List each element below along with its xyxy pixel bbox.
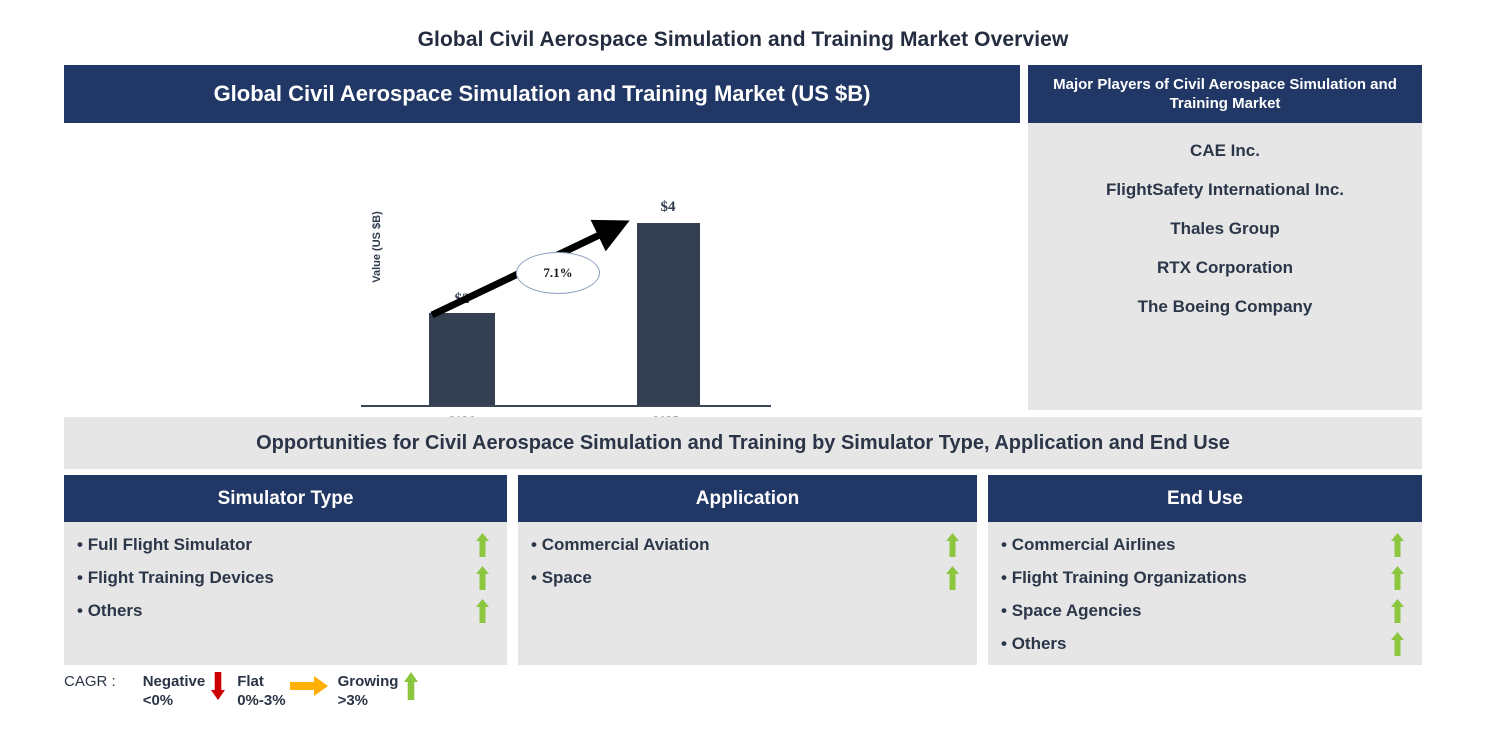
growing-arrow-icon: [476, 533, 489, 557]
cagr-legend-negative-name: Negative: [142, 673, 206, 690]
column-body: Full Flight Simulator Flight Training De…: [64, 522, 507, 665]
up-arrow-icon: [404, 672, 419, 700]
cagr-legend-label: CAGR :: [64, 673, 116, 690]
growing-arrow-icon: [476, 566, 489, 590]
list-item: Space: [518, 564, 977, 597]
list-item-label: Commercial Aviation: [531, 531, 710, 558]
cagr-legend-item-growing: Growing >3%: [338, 672, 425, 712]
cagr-legend-item-flat: Flat 0%-3%: [237, 672, 331, 712]
list-item: Thales Group: [1170, 219, 1280, 238]
cagr-legend: CAGR : Negative <0% Flat 0%-3% Growing >…: [64, 672, 764, 720]
major-players-list: CAE Inc. FlightSafety International Inc.…: [1028, 123, 1422, 327]
page-title: Global Civil Aerospace Simulation and Tr…: [417, 28, 1069, 51]
cagr-legend-flat-text: Flat 0%-3%: [237, 672, 285, 710]
opportunity-column-application: Application Commercial Aviation Space: [518, 475, 977, 665]
cagr-legend-growing-name: Growing: [337, 673, 399, 690]
list-item: Flight Training Devices: [64, 564, 507, 597]
growing-arrow-icon: [1391, 533, 1404, 557]
growing-arrow-icon: [1391, 566, 1404, 590]
list-item-label: Flight Training Devices: [77, 564, 274, 591]
market-chart-body: Value (US $B) $2 $4 2026 2035 7.1% Sourc…: [64, 123, 1020, 463]
list-item-label: Space: [531, 564, 592, 591]
list-item: The Boeing Company: [1137, 297, 1313, 316]
column-header: End Use: [988, 475, 1422, 522]
list-item-label: Flight Training Organizations: [1001, 564, 1247, 591]
list-item: Full Flight Simulator: [64, 531, 507, 564]
list-item: Others: [988, 630, 1422, 663]
right-arrow-icon: [289, 676, 328, 696]
flat-arrow-icon-wrap: [286, 672, 332, 712]
chart-bar-2026: [429, 313, 495, 405]
column-body: Commercial Airlines Flight Training Orga…: [988, 522, 1422, 665]
market-chart-panel: Global Civil Aerospace Simulation and Tr…: [64, 65, 1020, 463]
list-item-label: Commercial Airlines: [1001, 531, 1176, 558]
chart-x-axis-line: [361, 405, 771, 407]
list-item-label: Others: [77, 597, 143, 624]
opportunity-column-end-use: End Use Commercial Airlines Flight Train…: [988, 475, 1422, 665]
list-item-label: Others: [1001, 630, 1067, 657]
opportunities-columns: Simulator Type Full Flight Simulator Fli…: [64, 475, 1422, 665]
opportunity-column-simulator-type: Simulator Type Full Flight Simulator Fli…: [64, 475, 507, 665]
list-item: Others: [64, 597, 507, 630]
major-players-panel: Major Players of Civil Aerospace Simulat…: [1028, 65, 1422, 410]
list-item: Commercial Airlines: [988, 531, 1422, 564]
chart-y-axis-label: Value (US $B): [370, 211, 383, 283]
cagr-legend-flat-range: 0%-3%: [237, 692, 286, 709]
column-body: Commercial Aviation Space: [518, 522, 977, 665]
list-item: Flight Training Organizations: [988, 564, 1422, 597]
list-item: Space Agencies: [988, 597, 1422, 630]
growing-arrow-icon: [1391, 632, 1404, 656]
growing-arrow-icon-wrap: [398, 672, 424, 712]
chart-bar-value-2035: $4: [660, 199, 676, 215]
list-item-label: Space Agencies: [1001, 597, 1142, 624]
growing-arrow-icon: [1391, 599, 1404, 623]
list-item: CAE Inc.: [1190, 141, 1260, 160]
list-item: FlightSafety International Inc.: [1105, 180, 1345, 199]
negative-arrow-icon-wrap: [205, 672, 231, 712]
cagr-legend-growing-text: Growing >3%: [338, 672, 399, 710]
major-players-title: Major Players of Civil Aerospace Simulat…: [1028, 65, 1422, 123]
growing-arrow-icon: [946, 533, 959, 557]
cagr-legend-growing-range: >3%: [337, 692, 369, 709]
cagr-legend-negative-range: <0%: [142, 692, 174, 709]
cagr-bubble: 7.1%: [516, 252, 600, 294]
opportunities-banner: Opportunities for Civil Aerospace Simula…: [64, 417, 1422, 469]
column-header: Simulator Type: [64, 475, 507, 522]
list-item: RTX Corporation: [1157, 258, 1293, 277]
growth-trend-arrow-icon: [430, 219, 630, 319]
chart-bar-2035: [637, 223, 700, 405]
cagr-legend-negative-text: Negative <0%: [143, 672, 206, 710]
cagr-legend-item-negative: Negative <0%: [143, 672, 232, 712]
chart-bar-value-2026: $2: [454, 291, 470, 307]
list-item-label: Full Flight Simulator: [77, 531, 252, 558]
column-header: Application: [518, 475, 977, 522]
growing-arrow-icon: [476, 599, 489, 623]
market-chart-title: Global Civil Aerospace Simulation and Tr…: [64, 65, 1020, 123]
down-arrow-icon: [211, 672, 226, 700]
cagr-legend-flat-name: Flat: [237, 673, 264, 690]
list-item: Commercial Aviation: [518, 531, 977, 564]
growing-arrow-icon: [946, 566, 959, 590]
